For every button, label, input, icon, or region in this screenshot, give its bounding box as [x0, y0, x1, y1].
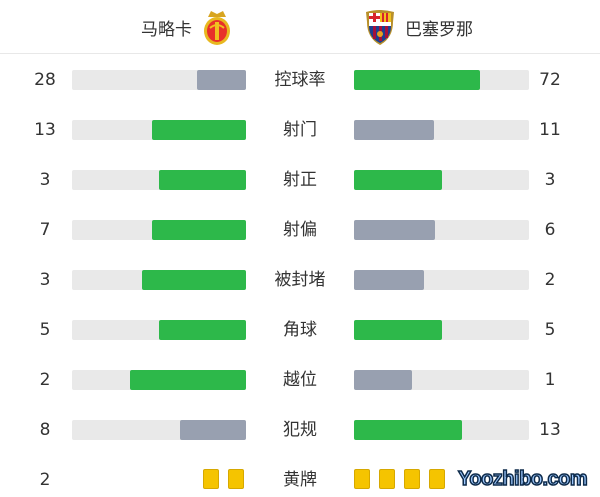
- home-bar-fill: [197, 70, 246, 90]
- stat-label: 角球: [283, 320, 317, 340]
- stat-label: 射门: [283, 120, 317, 140]
- stat-row: 7 射偏 6: [0, 219, 600, 241]
- home-bar-fill: [179, 420, 246, 440]
- away-bar: [354, 70, 529, 90]
- away-bar-fill: [354, 420, 463, 440]
- stat-row-yellow-cards: 2 黄牌: [0, 469, 600, 491]
- away-value: 11: [539, 120, 561, 140]
- home-cards: [203, 469, 244, 489]
- away-bar-fill: [354, 370, 413, 390]
- away-value: 3: [544, 170, 556, 190]
- home-bar-fill: [141, 270, 246, 290]
- stat-label: 黄牌: [283, 470, 317, 490]
- mallorca-crest-icon: [204, 11, 230, 45]
- stat-label: 射正: [283, 170, 317, 190]
- home-bar: [72, 320, 246, 340]
- stat-label: 射偏: [283, 220, 317, 240]
- away-bar-fill: [354, 220, 435, 240]
- stat-row: 28 控球率 72: [0, 69, 600, 91]
- home-value: 13: [34, 120, 56, 140]
- stat-label: 控球率: [274, 70, 326, 90]
- home-bar: [72, 420, 246, 440]
- away-bar-fill: [354, 270, 424, 290]
- away-bar-fill: [354, 70, 480, 90]
- home-bar: [72, 120, 246, 140]
- home-team: 马略卡: [141, 8, 234, 46]
- away-bar: [354, 320, 529, 340]
- home-value: 7: [39, 220, 51, 240]
- away-bar: [354, 220, 529, 240]
- home-value: 2: [39, 370, 51, 390]
- home-bar: [72, 70, 246, 90]
- stat-row: 3 射正 3: [0, 169, 600, 191]
- home-team-name: 马略卡: [141, 19, 192, 40]
- away-team: 巴塞罗那: [363, 8, 473, 46]
- away-bar: [354, 370, 529, 390]
- yellow-card-icon: [203, 469, 219, 489]
- home-value: 28: [34, 70, 56, 90]
- home-value: 2: [39, 470, 51, 490]
- home-bar: [72, 170, 246, 190]
- home-value: 3: [39, 270, 51, 290]
- home-bar-fill: [130, 370, 246, 390]
- home-bar-fill: [152, 220, 246, 240]
- home-bar-fill: [159, 170, 246, 190]
- away-bar: [354, 270, 529, 290]
- home-value: 3: [39, 170, 51, 190]
- away-bar: [354, 120, 529, 140]
- yellow-card-icon: [404, 469, 420, 489]
- home-bar-fill: [151, 120, 246, 140]
- home-bar: [72, 220, 246, 240]
- away-bar-fill: [354, 170, 442, 190]
- stat-row: 5 角球 5: [0, 319, 600, 341]
- match-header: 马略卡 巴塞罗那: [0, 0, 600, 54]
- away-cards: [354, 469, 445, 489]
- stat-label: 被封堵: [274, 270, 326, 290]
- yellow-card-icon: [379, 469, 395, 489]
- away-value: 2: [544, 270, 556, 290]
- stat-row: 2 越位 1: [0, 369, 600, 391]
- stat-row: 13 射门 11: [0, 119, 600, 141]
- yellow-card-icon: [354, 469, 370, 489]
- away-team-name: 巴塞罗那: [405, 19, 473, 40]
- stat-row: 3 被封堵 2: [0, 269, 600, 291]
- stat-row: 8 犯规 13: [0, 419, 600, 441]
- home-value: 5: [39, 320, 51, 340]
- yellow-card-icon: [429, 469, 445, 489]
- stat-label: 犯规: [283, 420, 317, 440]
- yellow-card-icon: [228, 469, 244, 489]
- home-bar-fill: [159, 320, 246, 340]
- away-value: 6: [544, 220, 556, 240]
- away-value: 1: [544, 370, 556, 390]
- away-bar: [354, 420, 529, 440]
- barcelona-crest-icon: [366, 10, 394, 45]
- away-bar-fill: [354, 320, 442, 340]
- home-bar: [72, 370, 246, 390]
- watermark-logo: Yoozhibo.com: [457, 467, 588, 491]
- away-value: 13: [539, 420, 561, 440]
- stat-label: 越位: [283, 370, 317, 390]
- home-bar: [72, 270, 246, 290]
- away-bar-fill: [354, 120, 435, 140]
- away-value: 72: [539, 70, 561, 90]
- away-bar: [354, 170, 529, 190]
- home-value: 8: [39, 420, 51, 440]
- away-value: 5: [544, 320, 556, 340]
